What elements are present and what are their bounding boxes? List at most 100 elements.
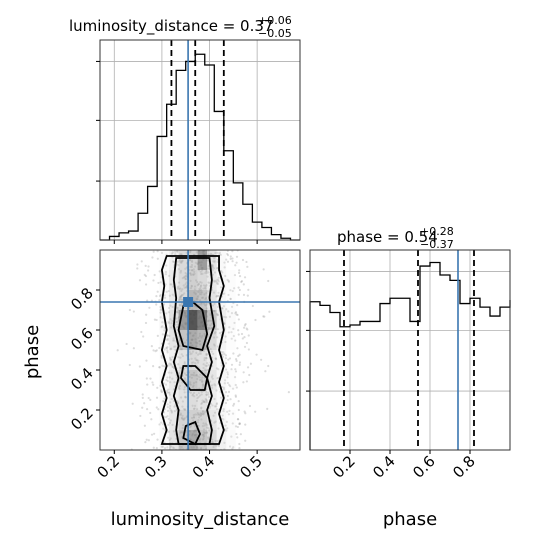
sample-point [153, 273, 156, 277]
sample-point [183, 391, 186, 394]
sample-point [190, 263, 194, 267]
y-tick-label: 0.4 [67, 364, 97, 394]
sample-point [171, 285, 175, 288]
sample-point [231, 260, 234, 263]
sample-point [159, 281, 162, 284]
sample-point [184, 274, 187, 278]
sample-point [237, 333, 240, 336]
sample-point [170, 252, 174, 255]
sample-point [180, 289, 183, 292]
sample-point [268, 310, 271, 313]
density-cell [197, 290, 208, 310]
sample-point [212, 260, 215, 263]
sample-point [176, 287, 179, 290]
density-cell [226, 410, 236, 430]
sample-point [182, 408, 186, 411]
density-cell [216, 370, 227, 390]
sample-point [156, 290, 159, 293]
sample-point [237, 354, 240, 358]
sample-point [184, 408, 187, 411]
sample-point [165, 389, 169, 392]
sample-point [177, 285, 180, 288]
sample-point [216, 408, 219, 411]
sample-point [214, 331, 217, 334]
sample-point [214, 357, 217, 360]
sample-point [166, 403, 169, 406]
sample-point [205, 271, 208, 275]
sample-point [183, 292, 186, 295]
sample-point [227, 280, 230, 283]
sample-point [214, 251, 217, 255]
sample-point [158, 366, 161, 369]
sample-point [145, 359, 148, 362]
sample-point [169, 348, 172, 351]
sample-point [197, 361, 200, 364]
sample-point [167, 342, 170, 345]
sample-point [213, 411, 217, 414]
sample-point [267, 364, 270, 368]
sample-point [152, 279, 155, 282]
sample-point [179, 271, 182, 274]
sample-point [197, 424, 200, 428]
sample-point [205, 393, 208, 396]
sample-point [207, 253, 211, 256]
sample-point [236, 304, 239, 307]
sample-point [158, 299, 161, 302]
sample-point [206, 426, 209, 429]
sample-point [264, 370, 267, 373]
sample-point [155, 349, 158, 352]
sample-point [165, 264, 168, 267]
sample-point [229, 297, 232, 301]
sample-point [188, 258, 192, 261]
sample-point [204, 364, 207, 367]
sample-point [213, 259, 216, 263]
sample-point [184, 283, 187, 286]
sample-point [198, 352, 201, 355]
density-cell [226, 370, 236, 390]
sample-point [212, 414, 215, 417]
sample-point [168, 376, 171, 379]
sample-point [227, 310, 230, 313]
sample-point [216, 313, 219, 316]
sample-point [167, 391, 170, 394]
density-cell [188, 310, 198, 330]
sample-point [210, 440, 213, 443]
sample-point [148, 306, 151, 309]
sample-point [197, 283, 200, 286]
sample-point [170, 411, 173, 414]
sample-point [155, 295, 158, 298]
joint-2d-panel: 0.2 0.3 0.4 0.5 0.2 0.4 0.6 0.8 [67, 249, 301, 482]
sample-point [230, 363, 234, 366]
sample-point [226, 252, 229, 256]
sample-point [176, 286, 179, 289]
density-cell [207, 250, 217, 270]
sample-point [211, 386, 214, 389]
sample-point [217, 444, 221, 447]
sample-point [234, 368, 237, 371]
sample-point [184, 307, 187, 310]
density-cell [207, 430, 217, 450]
sample-point [141, 396, 144, 399]
density-cell [159, 370, 170, 390]
sample-point [147, 439, 150, 442]
x-tick-label: 0.2 [329, 452, 359, 482]
sample-point [156, 257, 159, 260]
sample-point [159, 305, 162, 309]
sample-point [144, 440, 147, 444]
sample-point [150, 345, 153, 348]
density-cell [216, 250, 227, 270]
sample-point [237, 293, 240, 296]
sample-point [229, 255, 232, 258]
sample-point [227, 279, 230, 282]
sample-point [218, 331, 221, 335]
sample-point [207, 250, 210, 253]
sample-point [232, 446, 235, 449]
sample-point [238, 363, 241, 366]
sample-point [185, 273, 188, 276]
sample-point [242, 381, 245, 384]
sample-point [194, 362, 197, 365]
sample-point [180, 298, 183, 301]
density-cell [226, 290, 236, 310]
sample-point [167, 430, 170, 433]
sample-point [195, 251, 198, 254]
